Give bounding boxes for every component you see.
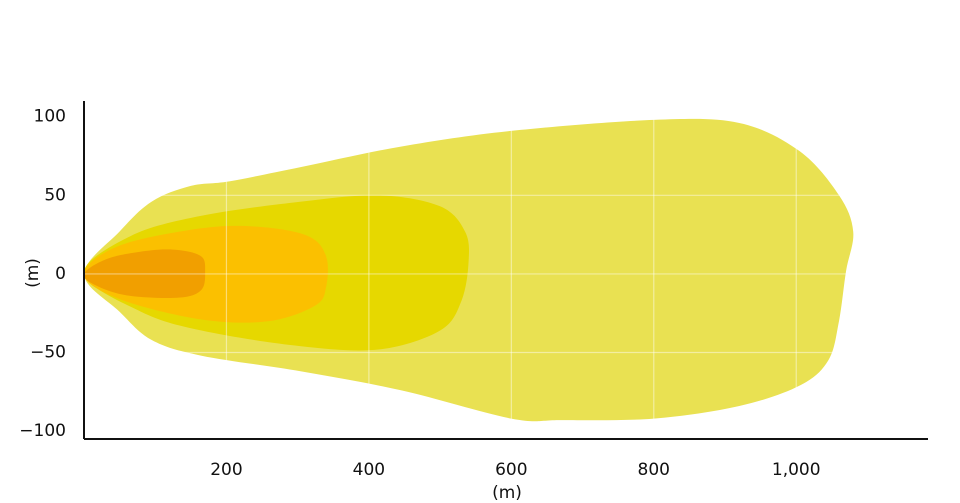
axes: 200 400 600 800 1,000 100 50 0 −50 −100 (19, 101, 928, 480)
y-axis-label: (m) (23, 258, 43, 288)
x-tick-label: 600 (495, 460, 527, 480)
x-tick-label: 400 (353, 460, 385, 480)
y-tick-label: 100 (34, 107, 66, 127)
contour-area (84, 118, 854, 422)
grid (84, 101, 928, 439)
y-tick-label: 50 (44, 185, 66, 205)
y-tick-label: −50 (30, 343, 66, 363)
x-tick-label: 1,000 (772, 460, 821, 480)
y-tick-label: 0 (55, 264, 66, 284)
x-axis-label: (m) (492, 483, 522, 503)
contour-area (83, 249, 206, 298)
x-tick-label: 200 (210, 460, 242, 480)
x-tick-label: 800 (638, 460, 670, 480)
contours (83, 118, 854, 422)
y-tick-label: −100 (19, 421, 66, 441)
contour-area (84, 225, 328, 323)
